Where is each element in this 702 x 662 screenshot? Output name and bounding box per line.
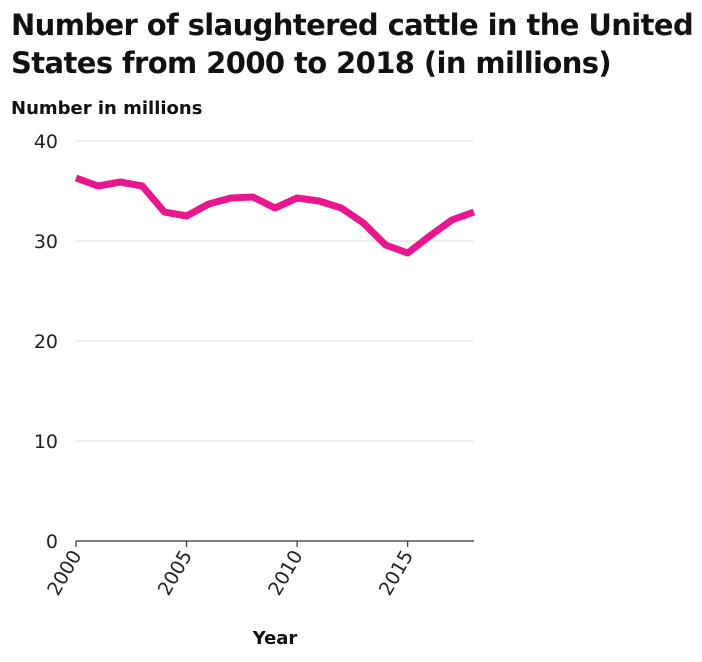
data-point-2005 bbox=[183, 213, 190, 220]
x-axis-ticks: 2000 2005 2010 2015 bbox=[43, 547, 418, 600]
data-point-2017 bbox=[448, 217, 455, 224]
y-tick-label: 0 bbox=[46, 531, 58, 553]
data-point-2004 bbox=[161, 209, 168, 216]
chart-title: Number of slaughtered cattle in the Unit… bbox=[11, 8, 694, 80]
data-point-2018 bbox=[471, 209, 478, 216]
x-tick-label: 2005 bbox=[154, 547, 197, 600]
data-point-2001 bbox=[95, 183, 102, 190]
series-line-0 bbox=[74, 174, 476, 257]
data-point-2003 bbox=[139, 183, 146, 190]
y-tick-label: 10 bbox=[34, 431, 58, 453]
series-group bbox=[73, 174, 478, 257]
data-point-2008 bbox=[249, 194, 256, 201]
y-tick-label: 20 bbox=[34, 331, 58, 353]
x-tick-label: 2010 bbox=[264, 547, 307, 600]
data-point-2012 bbox=[338, 205, 345, 212]
y-tick-label: 30 bbox=[34, 231, 58, 253]
data-point-2000 bbox=[73, 175, 80, 182]
data-point-2007 bbox=[227, 195, 234, 202]
data-point-2015 bbox=[404, 250, 411, 257]
data-point-2016 bbox=[426, 233, 433, 240]
y-axis-ticks: 0 10 20 30 40 bbox=[34, 131, 58, 553]
y-axis-label: Number in millions bbox=[11, 98, 202, 119]
data-point-2002 bbox=[117, 179, 124, 186]
x-tick-label: 2015 bbox=[375, 547, 418, 600]
data-point-2014 bbox=[382, 242, 389, 249]
data-point-2009 bbox=[272, 205, 279, 212]
data-point-2006 bbox=[205, 201, 212, 208]
gridlines bbox=[76, 140, 474, 442]
data-point-2010 bbox=[294, 195, 301, 202]
data-point-2013 bbox=[360, 220, 367, 227]
x-tick-label: 2000 bbox=[43, 547, 86, 600]
y-tick-label: 40 bbox=[34, 131, 58, 153]
x-axis-label: Year bbox=[252, 628, 298, 649]
data-point-2011 bbox=[316, 198, 323, 205]
x-axis bbox=[75, 540, 474, 547]
